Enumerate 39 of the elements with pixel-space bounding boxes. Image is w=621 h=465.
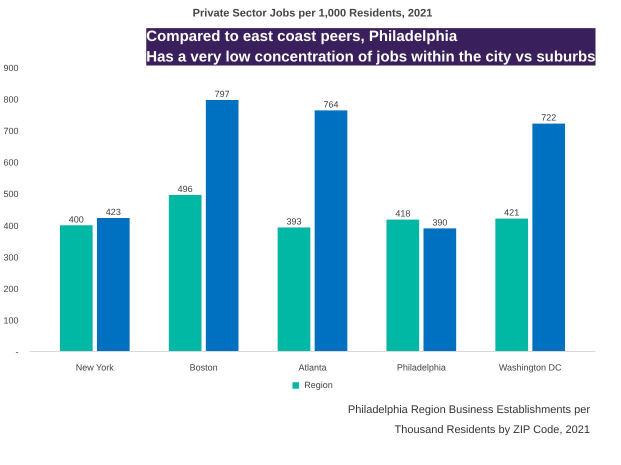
y-tick-label: - — [16, 347, 19, 357]
bar — [532, 124, 566, 352]
y-tick-label: 800 — [3, 94, 19, 105]
bar — [60, 225, 93, 352]
y-tick-label: 200 — [3, 284, 19, 294]
x-tick-label: New York — [76, 362, 114, 372]
legend-label: Region — [304, 380, 333, 390]
data-label: 418 — [395, 208, 410, 219]
bar — [314, 110, 348, 352]
y-tick-label: 100 — [3, 315, 19, 326]
data-label: 400 — [68, 214, 84, 224]
x-tick-label: Washington DC — [498, 362, 562, 372]
chart-subtitle: Compared to east coast peers, Philadelphia Has a very low concentration of jobs within the city vs suburbs — [146, 28, 596, 66]
y-tick-label: 700 — [3, 126, 19, 136]
bar — [96, 218, 130, 352]
data-label: 390 — [432, 217, 448, 228]
bar — [386, 220, 420, 352]
bar — [168, 194, 202, 352]
x-tick-label: Atlanta — [298, 362, 327, 372]
bar — [278, 227, 310, 352]
y-tick-label: 600 — [3, 158, 19, 168]
y-tick-label: 300 — [3, 252, 19, 262]
y-tick-label: 900 — [3, 63, 19, 73]
data-label: 423 — [106, 207, 121, 218]
y-tick-label: 400 — [3, 220, 19, 231]
bar — [495, 218, 528, 352]
chart-title: Private Sector Jobs per 1,000 Residents, 2021 — [192, 8, 432, 20]
data-label: 722 — [541, 112, 556, 123]
bar — [424, 228, 456, 352]
data-label: 421 — [504, 208, 520, 218]
bar — [206, 100, 238, 352]
data-label: 797 — [214, 89, 230, 99]
y-tick-label: 500 — [3, 189, 19, 200]
text: Philadelphia Region Business Establishments per Thousand Residents by ZIP Code, 2021 — [346, 403, 590, 438]
data-label: 393 — [286, 216, 302, 226]
data-label: 764 — [323, 99, 339, 110]
data-label: 496 — [178, 184, 193, 194]
x-tick-label: Philadelphia — [396, 362, 446, 372]
x-tick-label: Boston — [190, 362, 218, 372]
